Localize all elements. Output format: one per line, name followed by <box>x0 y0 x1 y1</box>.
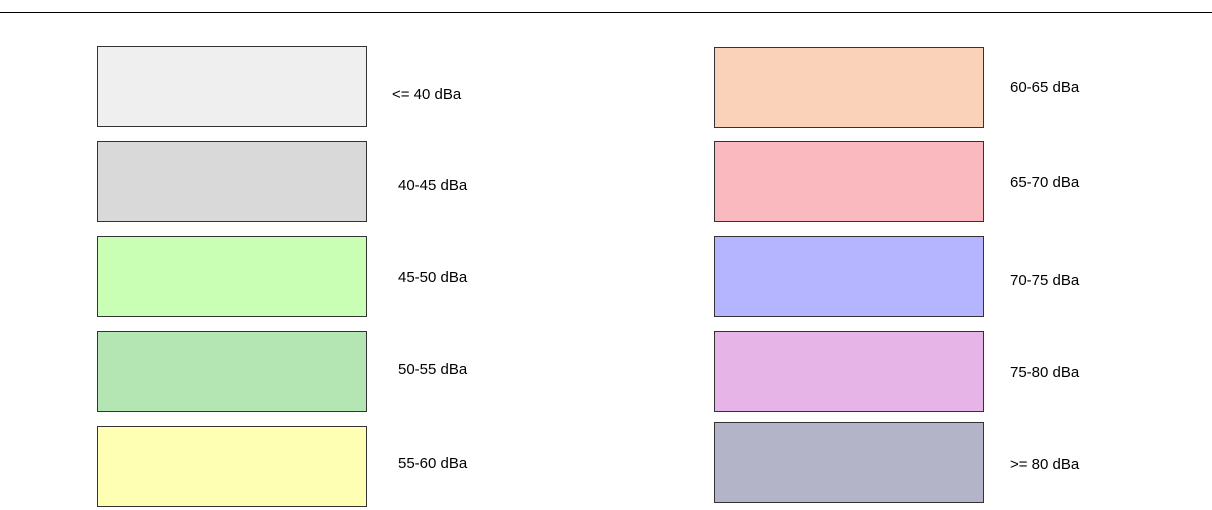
legend-label: 70-75 dBa <box>1010 272 1080 289</box>
legend-label: 75-80 dBa <box>1010 364 1080 381</box>
legend-swatch <box>97 46 367 127</box>
legend-swatch <box>714 236 984 317</box>
legend-label: 50-55 dBa <box>398 361 468 378</box>
legend-swatch <box>97 236 367 317</box>
legend-label: 40-45 dBa <box>398 177 468 194</box>
legend-label: 65-70 dBa <box>1010 174 1080 191</box>
legend-swatch <box>714 47 984 128</box>
legend-swatch <box>714 331 984 412</box>
legend-label: 45-50 dBa <box>398 269 468 286</box>
legend-label: <= 40 dBa <box>392 86 462 103</box>
legend-label: >= 80 dBa <box>1010 456 1080 473</box>
legend-swatch <box>97 331 367 412</box>
legend-swatch <box>97 426 367 507</box>
legend-swatch <box>714 141 984 222</box>
legend-swatch <box>97 141 367 222</box>
legend-swatch <box>714 422 984 503</box>
legend-label: 60-65 dBa <box>1010 79 1080 96</box>
legend-label: 55-60 dBa <box>398 455 468 472</box>
